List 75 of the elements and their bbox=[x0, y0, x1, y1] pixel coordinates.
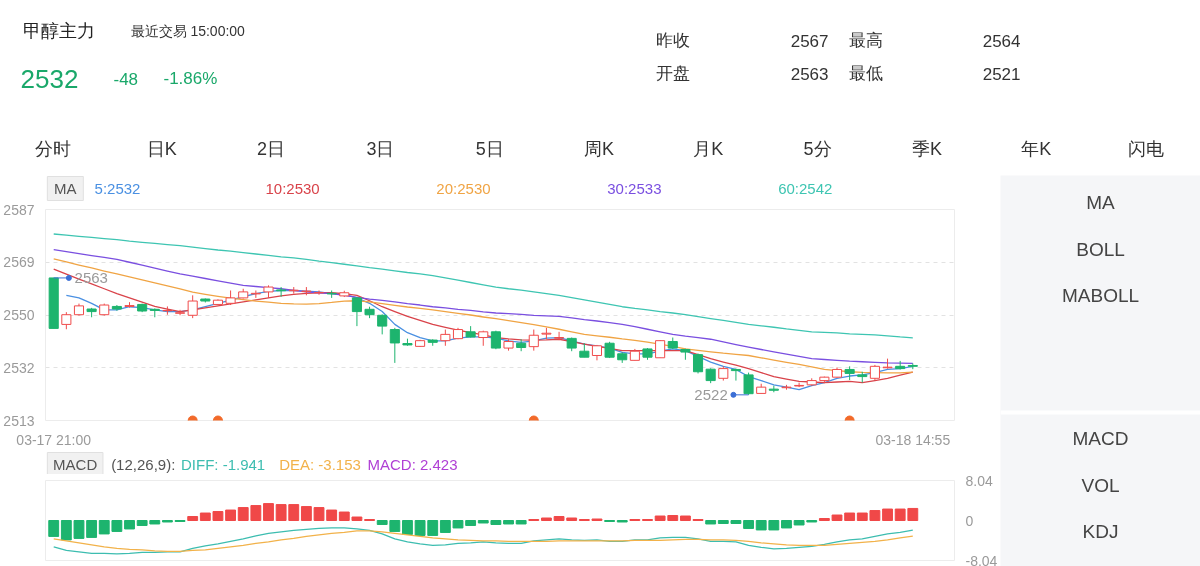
text: 60:2542 bbox=[778, 180, 833, 197]
text: 3日 bbox=[366, 138, 395, 159]
text: 开盘 bbox=[655, 64, 690, 83]
candlestick bbox=[351, 296, 362, 327]
text: MACD bbox=[1072, 428, 1129, 449]
text: 昨收 bbox=[655, 31, 690, 50]
candlestick bbox=[554, 331, 565, 341]
text: DIFF: -1.941 bbox=[180, 456, 266, 473]
y-tick-label: 2532 bbox=[3, 359, 35, 376]
candlestick bbox=[692, 352, 704, 374]
line-series bbox=[53, 233, 914, 339]
text: 2564 bbox=[982, 31, 1021, 51]
text: VOL bbox=[1081, 474, 1120, 496]
text: 闪电 bbox=[1127, 138, 1164, 159]
text: 季K bbox=[911, 138, 942, 159]
candlestick bbox=[250, 289, 261, 299]
x-tick-label: 03-18 14:55 bbox=[875, 431, 951, 448]
chart-subtitle: 最近交易 15:00:00 bbox=[130, 22, 246, 39]
text: 2日 bbox=[257, 138, 286, 159]
y-tick-label: -8.04 bbox=[965, 552, 998, 566]
y-tick-label: 2587 bbox=[3, 201, 35, 218]
chart-title: 甲醇主力 bbox=[22, 20, 95, 41]
y-tick-label: 2550 bbox=[3, 307, 35, 323]
candlestick bbox=[162, 305, 173, 316]
text: BOLL bbox=[1076, 238, 1125, 260]
candlestick bbox=[528, 329, 539, 352]
text: 10:2530 bbox=[265, 180, 320, 197]
text: MA bbox=[54, 180, 77, 197]
bar bbox=[402, 520, 413, 535]
text: 周K bbox=[584, 138, 615, 159]
annotation: 2563 bbox=[74, 268, 108, 286]
candlestick bbox=[276, 286, 287, 298]
bar bbox=[503, 520, 514, 525]
bar bbox=[263, 503, 274, 521]
bar bbox=[515, 520, 527, 525]
text: 2567 bbox=[790, 31, 829, 51]
text: 年K bbox=[1021, 138, 1052, 159]
bar bbox=[48, 520, 60, 537]
y-tick-label: 0 bbox=[965, 512, 974, 529]
chart-subtitle: (12,26,9): bbox=[111, 456, 176, 473]
text: 5日 bbox=[475, 138, 504, 159]
x-tick-label: 03-17 21:00 bbox=[16, 431, 92, 448]
text: 分时 bbox=[34, 138, 71, 159]
candlestick bbox=[175, 309, 186, 316]
text: 5分 bbox=[803, 138, 832, 159]
candlestick bbox=[187, 294, 198, 319]
text: MA bbox=[1086, 192, 1116, 213]
text: 最低 bbox=[848, 64, 883, 83]
text: MABOLL bbox=[1061, 285, 1140, 306]
annotation: 2522 bbox=[694, 385, 728, 403]
candlestick bbox=[377, 313, 388, 335]
text: 2521 bbox=[982, 64, 1021, 84]
bar bbox=[187, 516, 199, 521]
y-tick-label: 8.04 bbox=[965, 472, 993, 489]
text: 日K bbox=[146, 138, 177, 159]
text: -1.86% bbox=[163, 69, 218, 88]
candlestick bbox=[389, 327, 400, 364]
bar bbox=[781, 520, 792, 529]
text: KDJ bbox=[1082, 521, 1119, 542]
text: 5:2532 bbox=[94, 180, 141, 197]
bar bbox=[705, 520, 717, 525]
y-tick-label: 2513 bbox=[3, 412, 35, 429]
text: 2563 bbox=[790, 64, 829, 84]
text: 30:2533 bbox=[607, 180, 662, 197]
text: 20:2530 bbox=[436, 180, 491, 197]
text: DEA: -3.153 bbox=[279, 456, 361, 473]
text: MACD: 2.423 bbox=[367, 456, 458, 473]
bar bbox=[124, 520, 135, 530]
chart-title: MACD bbox=[53, 456, 98, 473]
text: -48 bbox=[113, 69, 139, 89]
candlestick bbox=[730, 368, 741, 382]
text: 最高 bbox=[848, 31, 883, 50]
bar bbox=[882, 508, 893, 521]
y-tick-label: 2569 bbox=[3, 254, 35, 271]
text: 月K bbox=[693, 138, 724, 159]
